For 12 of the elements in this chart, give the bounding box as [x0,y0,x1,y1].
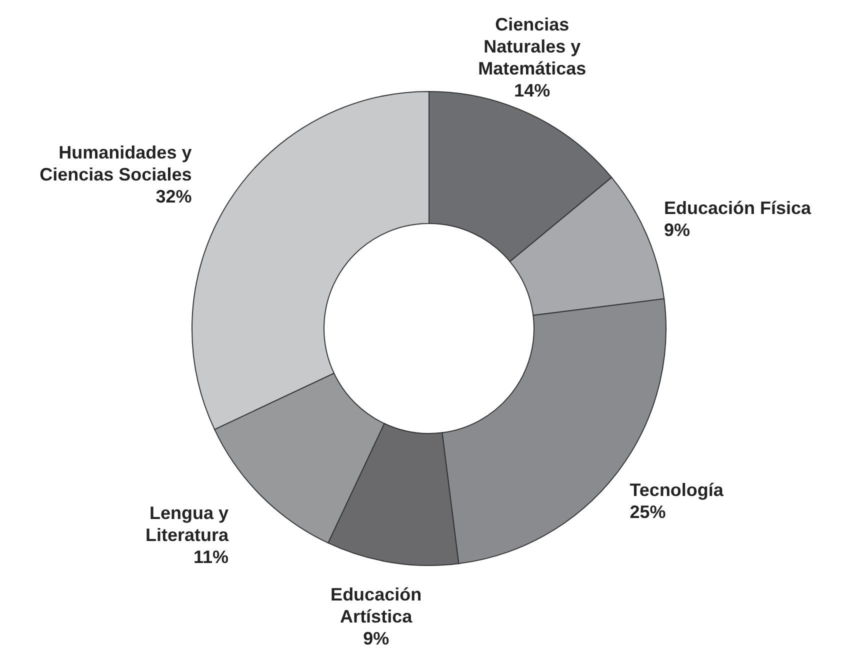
data-label: 11% [193,547,228,568]
data-label: 32% [156,186,192,207]
data-label: 14% [514,80,550,101]
slice-label: Humanidades y Ciencias Sociales [40,142,192,185]
data-label: 9% [664,220,690,240]
data-label: 9% [363,628,390,648]
slice-label: Ciencias Naturales y Matemáticas [478,14,586,79]
data-label: 25% [630,502,666,522]
slice-label: Educación Artística [330,584,422,626]
slice-label: Lengua y Literatura [145,503,230,546]
slice-label: Educación Física [664,198,812,218]
slice-label: Tecnología [630,480,724,500]
